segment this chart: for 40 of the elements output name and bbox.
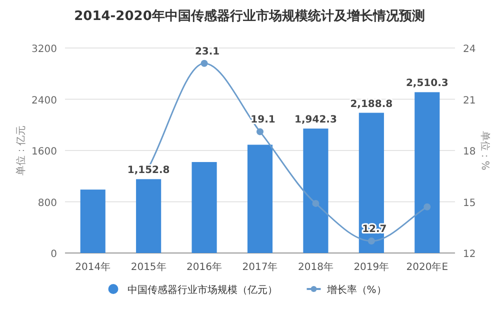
point	[424, 203, 431, 210]
y-tick-label: 3200	[32, 44, 57, 55]
x-tick-label: 2017年	[242, 261, 278, 273]
data-label: 2,188.8	[350, 98, 393, 110]
y-tick-label: 0	[50, 249, 57, 260]
data-label: 1,152.8	[127, 165, 170, 176]
y2-tick-label: 21	[463, 95, 476, 106]
x-tick-label: 2018年	[298, 261, 334, 273]
x-tick-label: 2015年	[130, 261, 166, 273]
x-tick-label: 2019年	[354, 261, 390, 273]
point	[200, 60, 208, 67]
point	[312, 200, 320, 207]
point	[256, 128, 264, 136]
y2-tick-label: 18	[463, 146, 476, 158]
bar	[414, 92, 440, 253]
bar	[192, 162, 217, 253]
data-label: 1,942.3	[294, 114, 337, 126]
legend-label: 中国传感器行业市场规模（亿元）	[127, 284, 278, 296]
point	[368, 238, 375, 245]
bar	[136, 179, 162, 253]
y-tick-label: 2400	[32, 95, 57, 106]
legend-label: 增长率（%）	[326, 284, 386, 296]
data-label: 23.1	[194, 46, 220, 58]
chart-title: 2014-2020年中国传感器行业市场规模统计及增长情况预测	[74, 8, 425, 24]
data-label: 19.1	[250, 114, 276, 126]
bar	[303, 128, 328, 253]
x-tick-label: 2014年	[75, 261, 111, 273]
y-tick-label: 800	[38, 198, 57, 209]
y2-tick-label: 15	[463, 198, 476, 209]
y2-axis-title: 单位：%	[479, 130, 491, 170]
x-tick-label: 2020年E	[406, 261, 448, 273]
y2-tick-label: 24	[463, 44, 476, 55]
x-tick-label: 2016年	[186, 261, 222, 273]
data-label: 2,510.3	[406, 78, 448, 90]
bar	[358, 112, 384, 253]
y-tick-label: 1600	[32, 146, 57, 158]
y2-tick-label: 12	[463, 249, 476, 260]
bar	[80, 190, 106, 253]
y-axis-title: 单位：亿元	[15, 126, 27, 176]
bar	[247, 144, 273, 253]
